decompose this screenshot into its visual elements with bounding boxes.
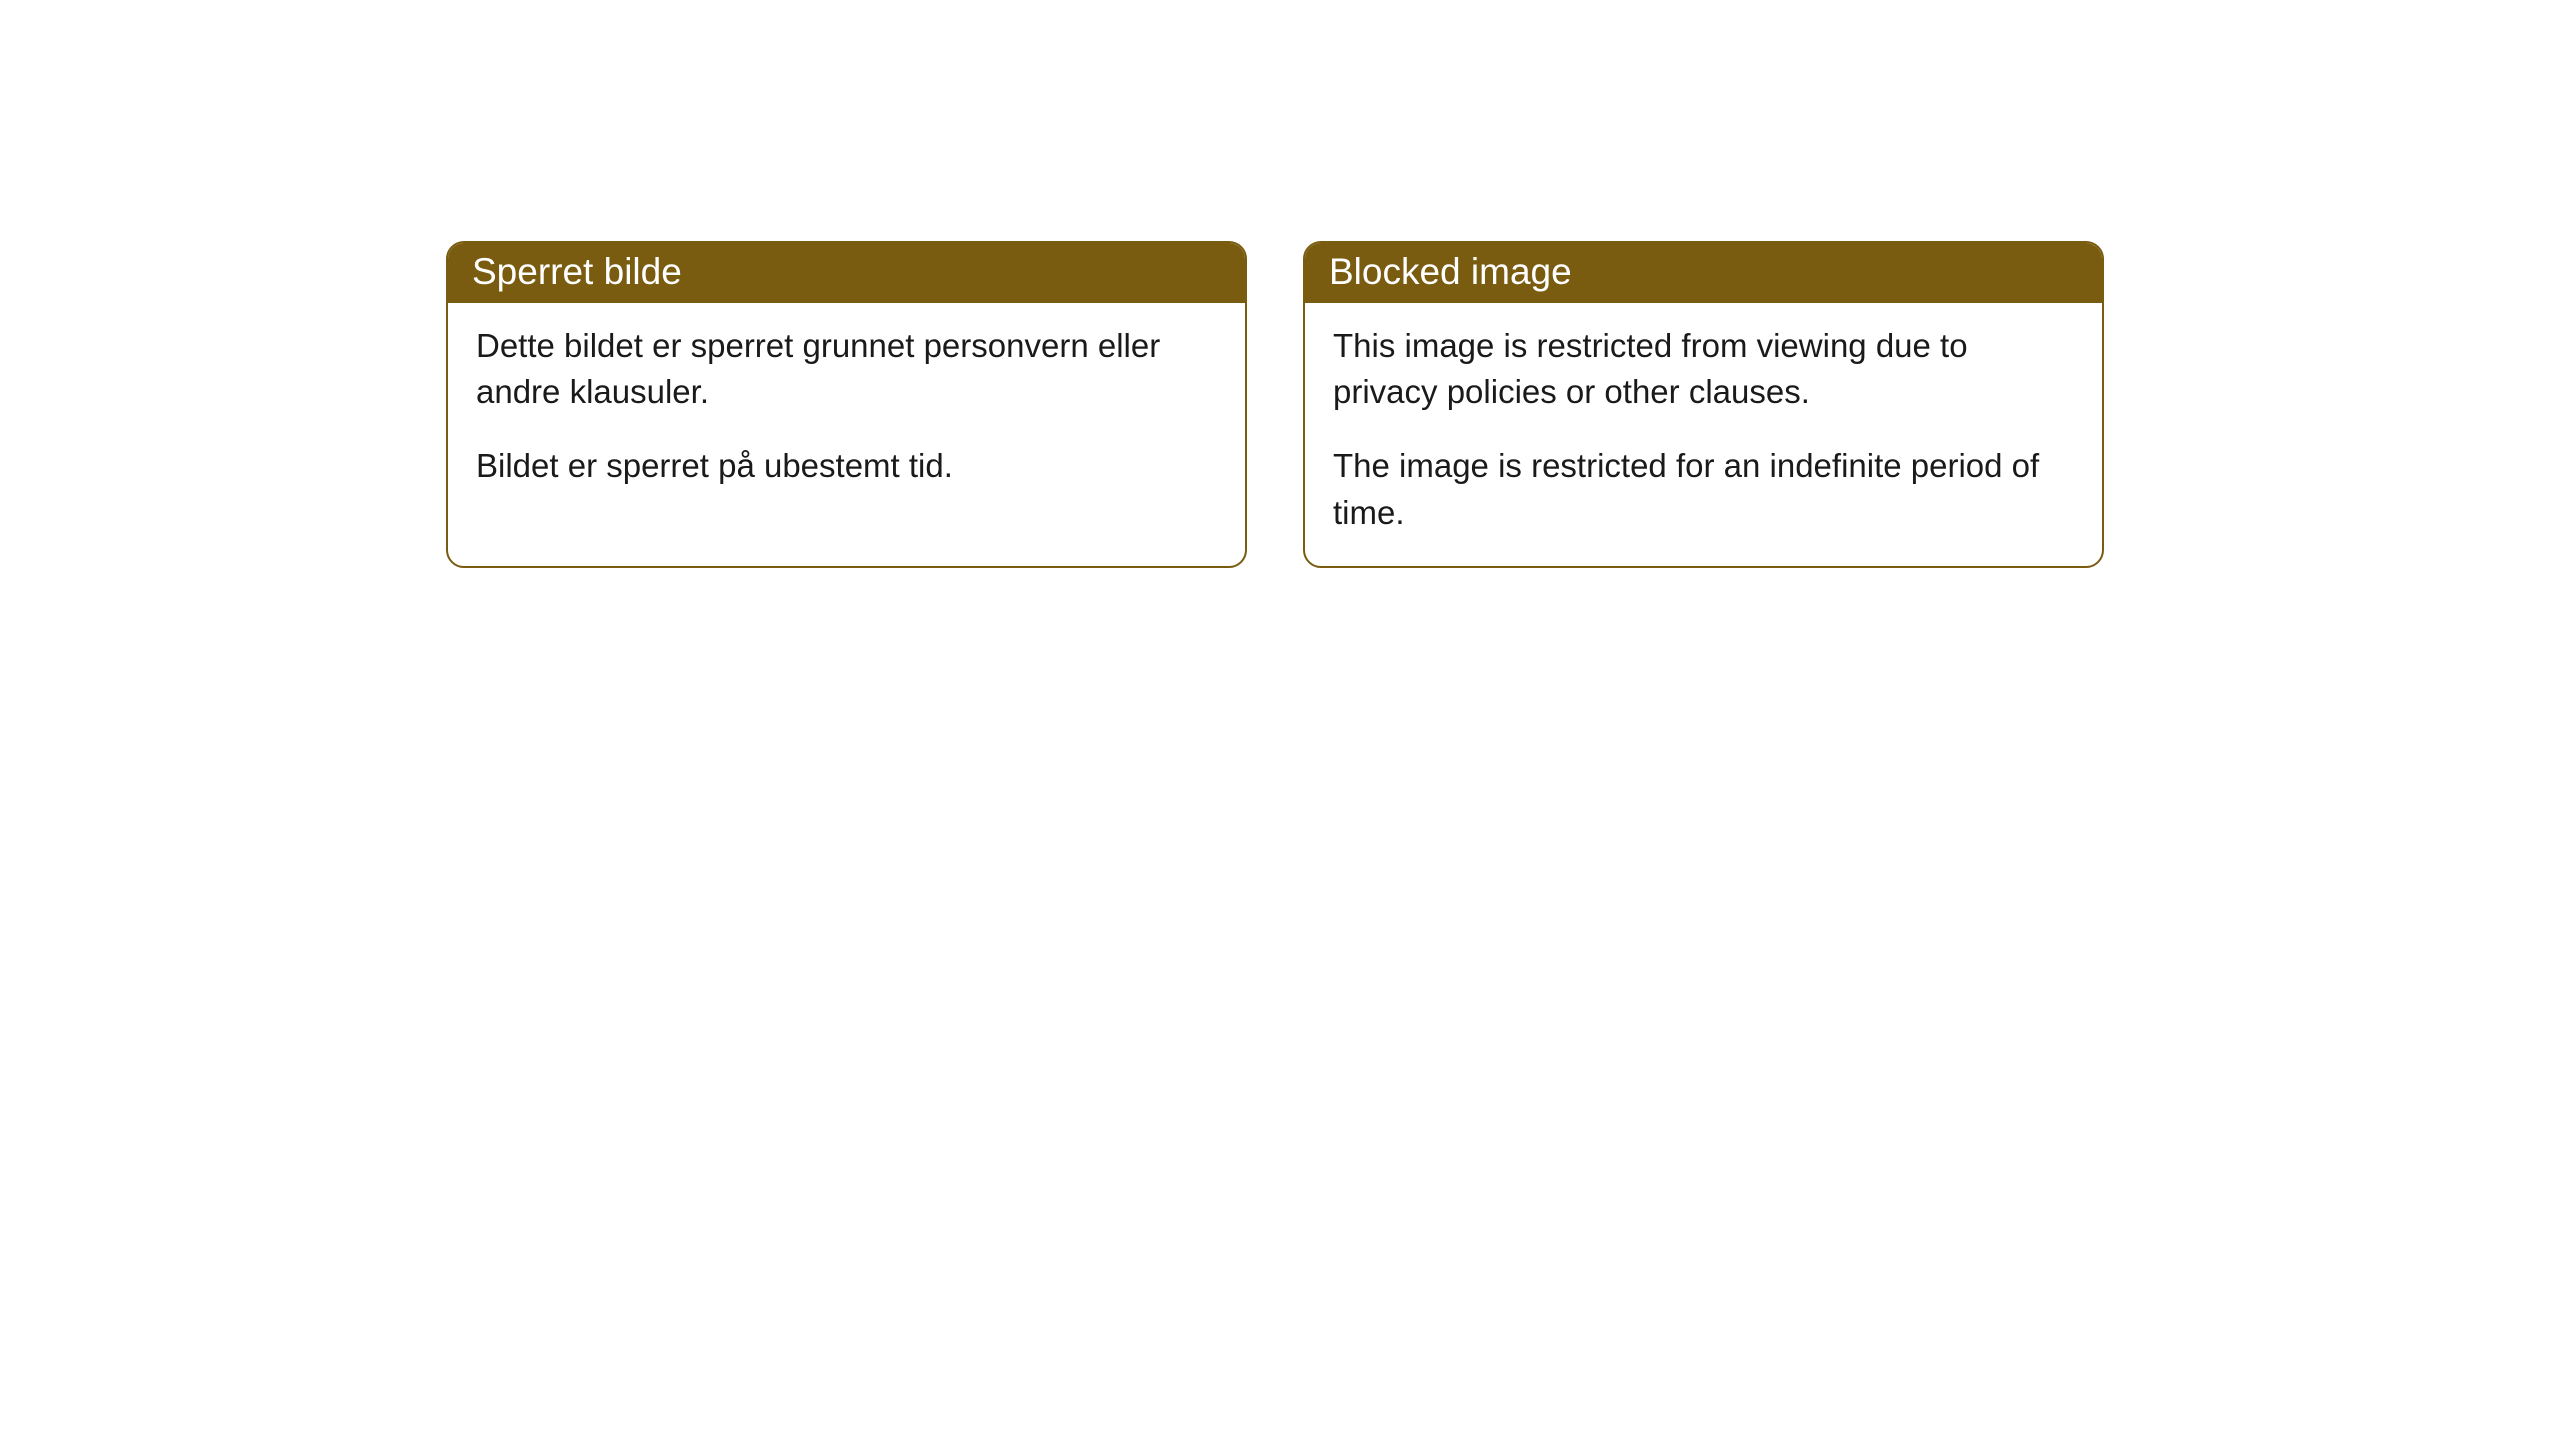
blocked-image-card-no: Sperret bilde Dette bildet er sperret gr… bbox=[446, 241, 1247, 568]
card-para2-no: Bildet er sperret på ubestemt tid. bbox=[476, 443, 1217, 489]
card-para1-en: This image is restricted from viewing du… bbox=[1333, 323, 2074, 415]
card-header-no: Sperret bilde bbox=[448, 243, 1245, 303]
blocked-image-card-en: Blocked image This image is restricted f… bbox=[1303, 241, 2104, 568]
card-para1-no: Dette bildet er sperret grunnet personve… bbox=[476, 323, 1217, 415]
card-body-en: This image is restricted from viewing du… bbox=[1305, 303, 2102, 566]
card-header-en: Blocked image bbox=[1305, 243, 2102, 303]
card-title-en: Blocked image bbox=[1329, 251, 1572, 292]
card-para2-en: The image is restricted for an indefinit… bbox=[1333, 443, 2074, 535]
card-body-no: Dette bildet er sperret grunnet personve… bbox=[448, 303, 1245, 520]
cards-container: Sperret bilde Dette bildet er sperret gr… bbox=[446, 241, 2104, 568]
card-title-no: Sperret bilde bbox=[472, 251, 682, 292]
